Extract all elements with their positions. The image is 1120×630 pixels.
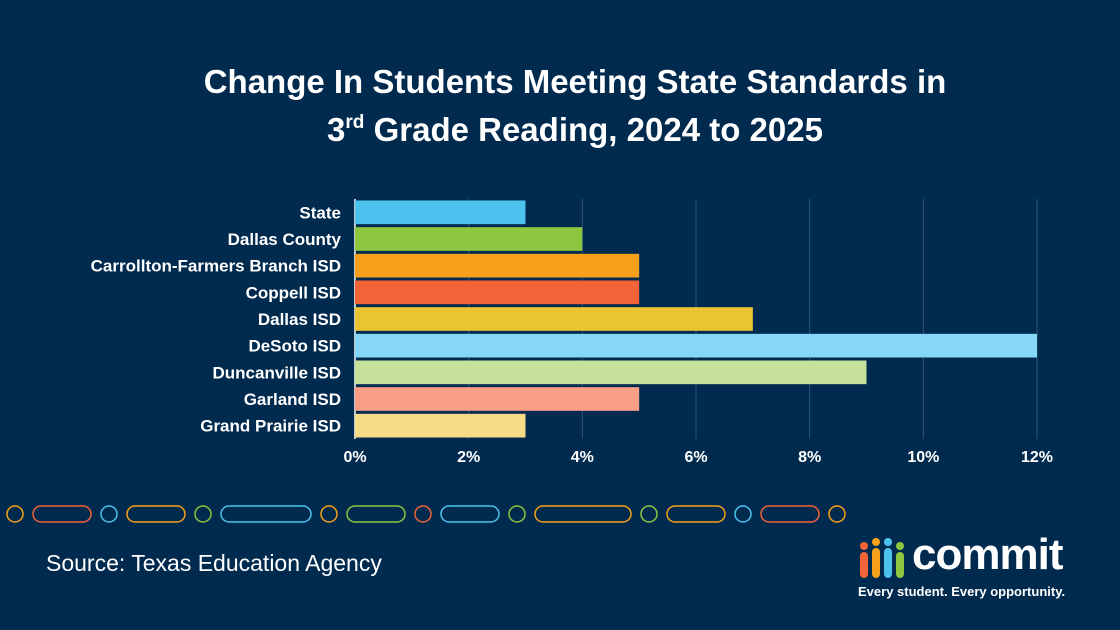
decorative-pill — [440, 505, 500, 523]
category-label: Garland ISD — [244, 390, 341, 409]
decorative-pill — [100, 505, 118, 523]
category-label: Duncanville ISD — [213, 363, 341, 382]
source-note: Source: Texas Education Agency — [46, 550, 382, 576]
bar — [355, 200, 526, 225]
x-tick-label: 10% — [907, 449, 939, 466]
person-head — [872, 538, 880, 546]
category-label: DeSoto ISD — [248, 337, 341, 356]
decorative-pill — [6, 505, 24, 523]
commit-logo: commit Every student. Every opportunity. — [858, 530, 1088, 606]
decorative-pill — [640, 505, 658, 523]
category-label: Dallas County — [228, 230, 342, 249]
grade-ordinal: rd — [345, 112, 365, 133]
chart-title-line-2: 3rd Grade Reading, 2024 to 2025 — [0, 106, 1120, 154]
decorative-pill — [126, 505, 186, 523]
x-tick-label: 0% — [343, 449, 366, 466]
person-head — [860, 542, 868, 550]
category-label: Grand Prairie ISD — [200, 417, 341, 436]
x-tick-label: 12% — [1021, 449, 1053, 466]
decorative-pill — [194, 505, 212, 523]
grade-number: 3 — [327, 111, 346, 148]
x-tick-label: 8% — [798, 449, 821, 466]
decorative-pill — [346, 505, 406, 523]
brand-name: commit — [912, 530, 1063, 579]
x-tick-label: 4% — [571, 449, 594, 466]
decorative-pill — [508, 505, 526, 523]
category-label: State — [299, 203, 341, 222]
person-body — [872, 548, 880, 578]
decorative-pill — [734, 505, 752, 523]
person-body — [884, 548, 892, 578]
people-bars-icon — [860, 538, 904, 578]
chart-title: Change In Students Meeting State Standar… — [0, 58, 1120, 154]
decorative-pill — [320, 505, 338, 523]
decorative-pill — [760, 505, 820, 523]
bar — [355, 387, 640, 411]
decorative-pill — [666, 505, 726, 523]
category-label: Coppell ISD — [246, 283, 341, 302]
category-labels: State Dallas County Carrollton-Farmers Bra… — [91, 203, 342, 435]
bar — [355, 280, 640, 305]
decorative-pill — [414, 505, 432, 523]
bar — [355, 333, 1037, 358]
bar — [355, 307, 753, 331]
x-axis-tick-labels: 0% 2% 4% 6% 8% 10% 12% — [343, 449, 1053, 466]
x-tick-label: 6% — [684, 449, 707, 466]
category-label: Carrollton-Farmers Branch ISD — [91, 257, 341, 276]
chart-title-line-1: Change In Students Meeting State Standar… — [203, 63, 947, 100]
bar — [355, 227, 583, 251]
decorative-pill-row — [6, 505, 846, 523]
bar-chart: State Dallas County Carrollton-Farmers Bra… — [6, 199, 1053, 523]
person-body — [896, 552, 904, 578]
chart-bars — [355, 200, 1037, 438]
person-head — [884, 538, 892, 546]
x-tick-label: 2% — [457, 449, 480, 466]
title-suffix: Grade Reading, 2024 to 2025 — [373, 111, 823, 148]
bar — [355, 253, 640, 278]
category-label: Dallas ISD — [258, 310, 341, 329]
brand-tagline: Every student. Every opportunity. — [858, 584, 1066, 599]
decorative-pill — [32, 505, 92, 523]
decorative-pill — [220, 505, 312, 523]
person-head — [896, 542, 904, 550]
bar — [355, 413, 526, 438]
decorative-pill — [828, 505, 846, 523]
person-body — [860, 552, 868, 578]
bar — [355, 360, 867, 385]
decorative-pill — [534, 505, 632, 523]
